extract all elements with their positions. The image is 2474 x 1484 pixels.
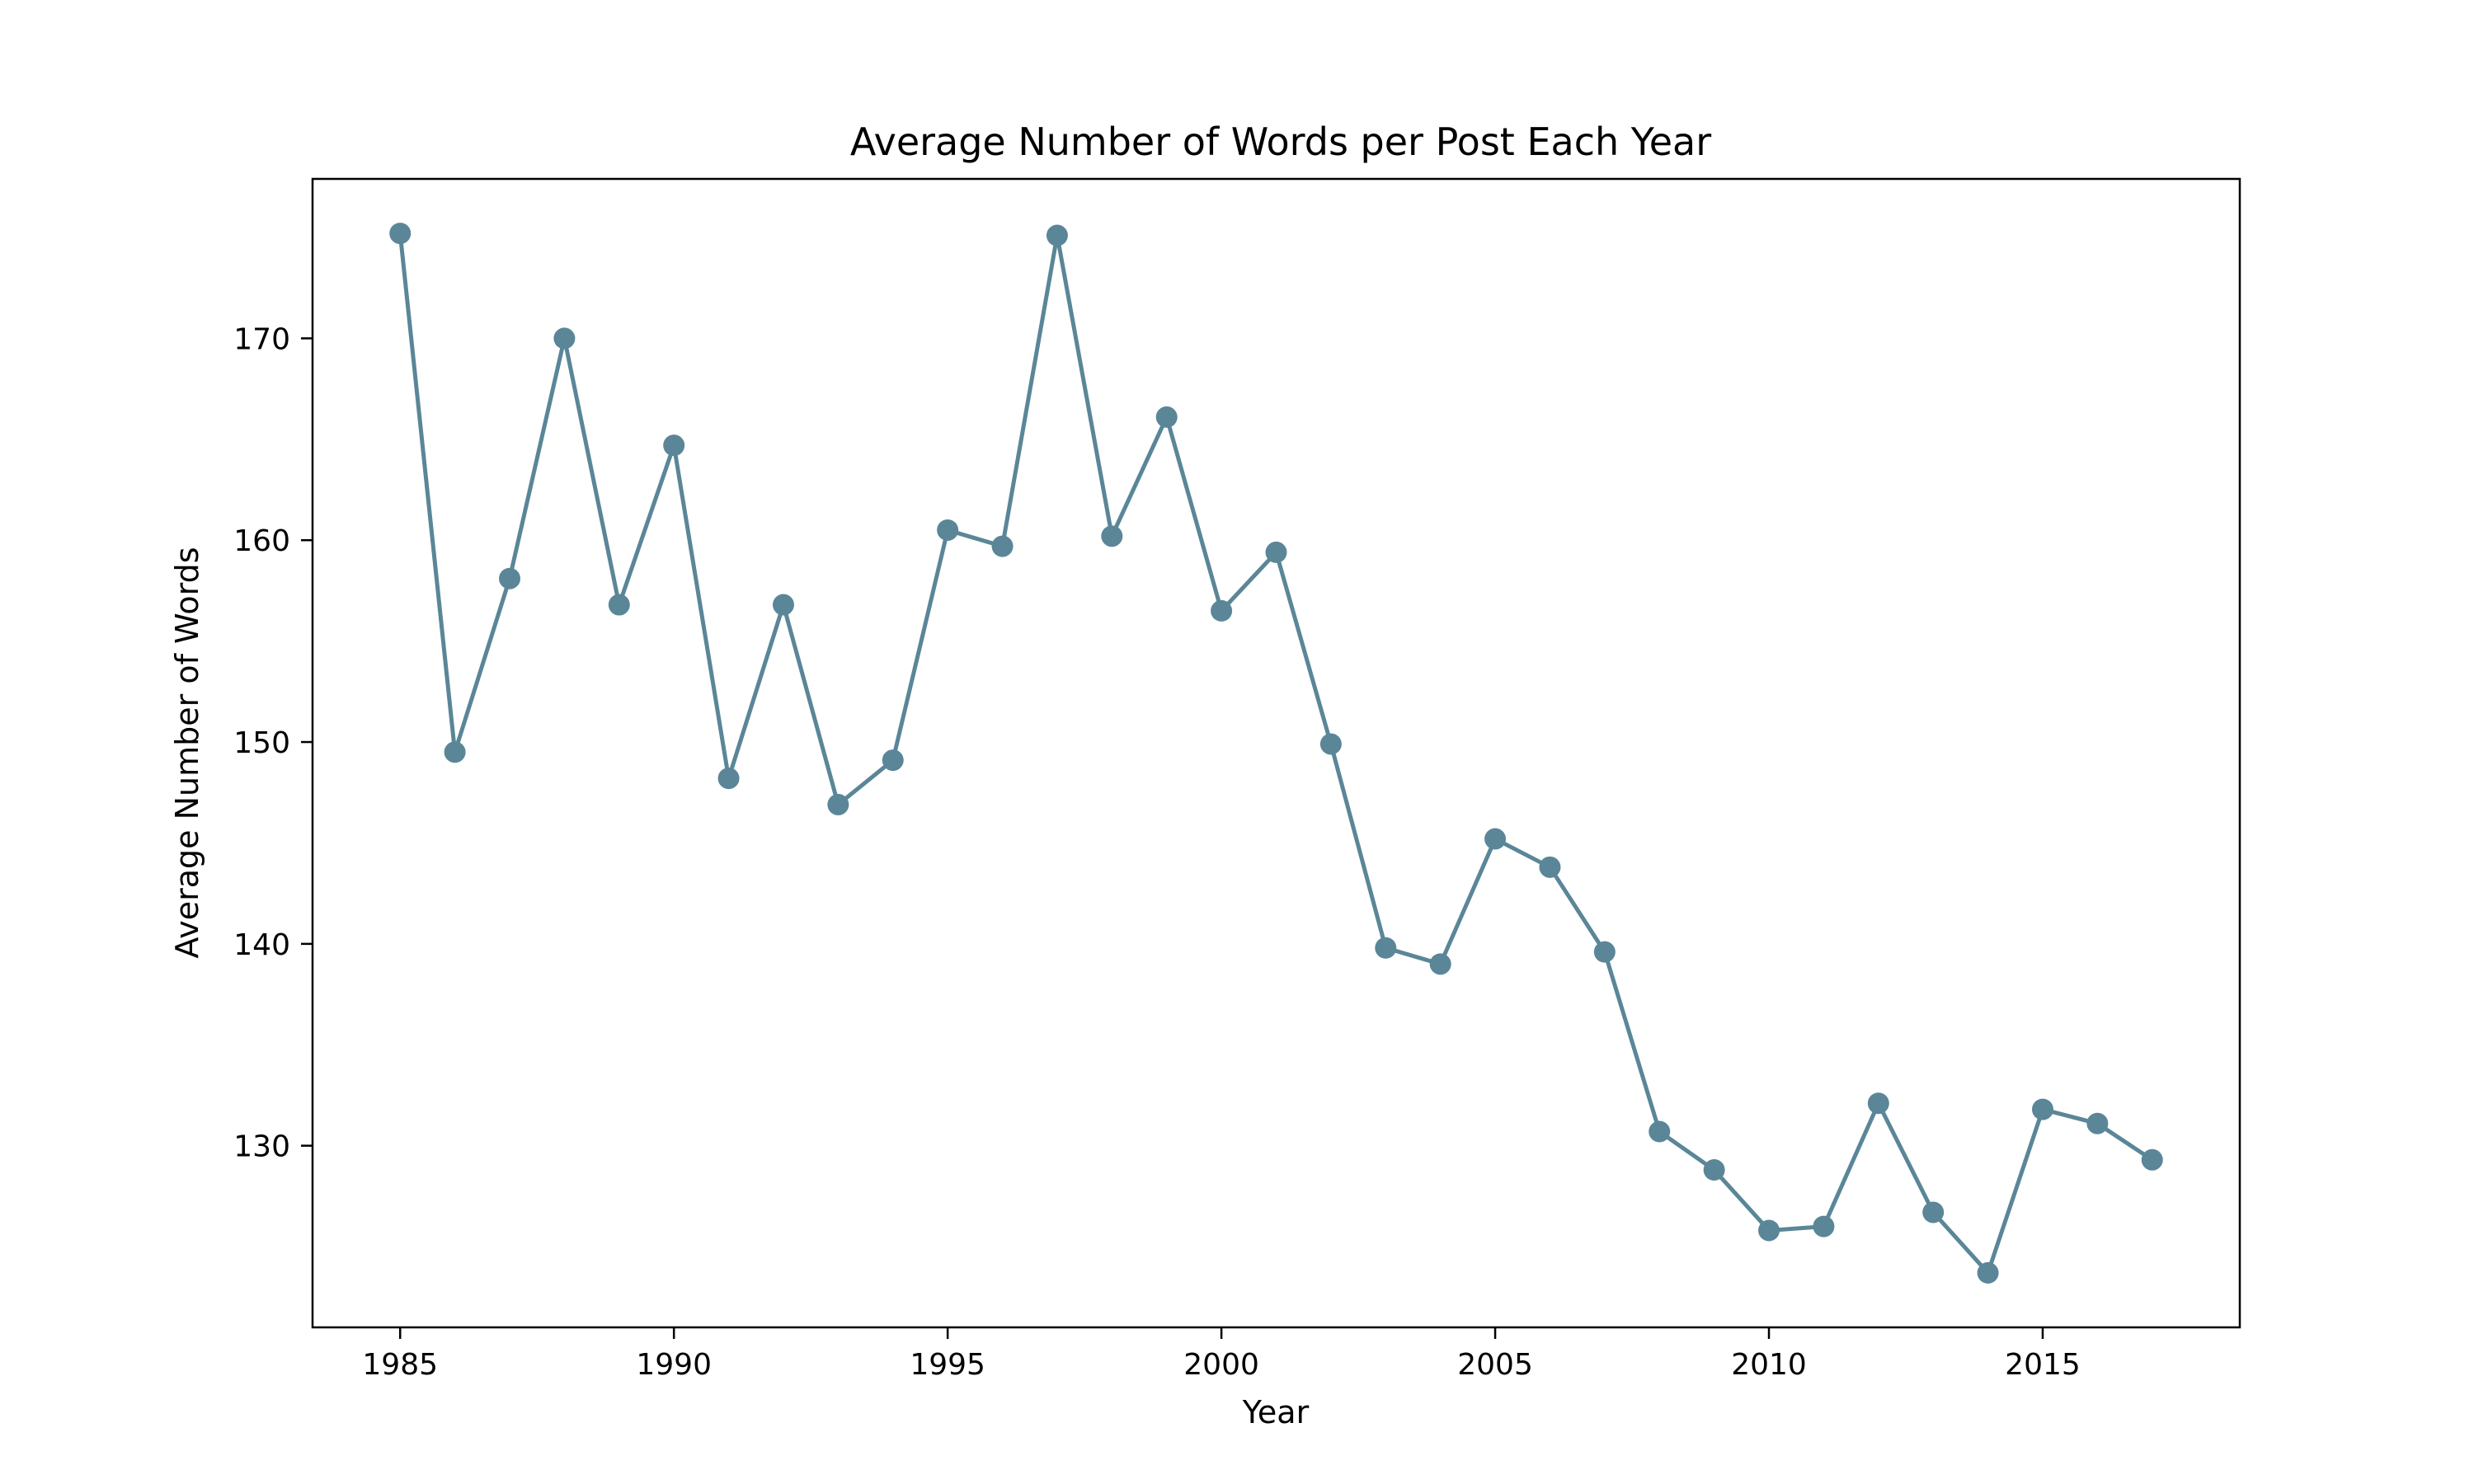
y-tick-label: 130 (233, 1130, 290, 1164)
data-point (882, 749, 904, 772)
data-point (1649, 1120, 1671, 1143)
data-point (772, 594, 794, 616)
axis-ticks: 1985 1990 1995 2000 2005 2010 2015 130 140 150 160… (233, 322, 2081, 1382)
data-point (1155, 406, 1178, 428)
data-point (2141, 1148, 2163, 1171)
data-point (663, 434, 685, 457)
plot-frame (311, 177, 2241, 1329)
data-point (1101, 525, 1123, 547)
data-point (444, 741, 466, 763)
data-point (389, 223, 412, 245)
data-point (499, 567, 521, 589)
data-point (1211, 599, 1233, 622)
data-point (1484, 828, 1507, 850)
x-tick-label: 1985 (362, 1348, 438, 1382)
x-tick-label: 2000 (1183, 1348, 1259, 1382)
data-point (991, 535, 1014, 557)
x-tick-label: 2015 (2005, 1348, 2081, 1382)
data-point (553, 327, 576, 350)
data-point (1593, 941, 1616, 963)
data-point (1813, 1215, 1835, 1237)
x-tick-label: 1990 (636, 1348, 712, 1382)
x-tick-label: 2005 (1457, 1348, 1533, 1382)
data-point (608, 594, 630, 616)
data-point (1703, 1159, 1725, 1181)
data-point (2031, 1098, 2053, 1120)
y-axis-label: Average Number of Words (169, 547, 205, 958)
data-point (2086, 1112, 2109, 1134)
data-point (937, 519, 959, 541)
data-point (1977, 1261, 1999, 1284)
data-point (1539, 856, 1561, 878)
y-tick-label: 140 (233, 928, 290, 962)
series-layer (389, 223, 2163, 1284)
series-line (397, 232, 2154, 1275)
data-point (1375, 937, 1397, 959)
x-axis-label: Year (1242, 1394, 1310, 1430)
x-tick-label: 1995 (910, 1348, 985, 1382)
x-tick-label: 2010 (1731, 1348, 1807, 1382)
data-point (1319, 733, 1342, 755)
data-point (1922, 1201, 1945, 1223)
y-tick-label: 160 (233, 524, 290, 558)
chart-title: Average Number of Words per Post Each Ye… (850, 120, 1711, 164)
data-point (1429, 953, 1451, 975)
data-point (717, 768, 740, 790)
data-point (1046, 224, 1068, 247)
data-point (827, 793, 849, 815)
data-point (1265, 541, 1287, 563)
y-tick-label: 170 (233, 322, 290, 356)
y-tick-label: 150 (233, 726, 290, 760)
data-point (1867, 1092, 1889, 1115)
data-point (1758, 1219, 1780, 1242)
